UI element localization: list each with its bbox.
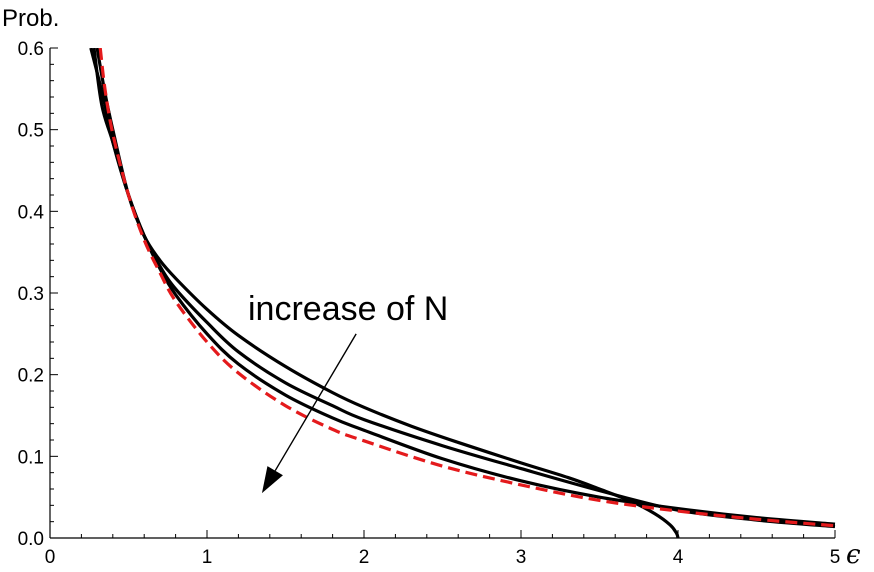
annotation-label: increase of N xyxy=(248,290,448,328)
x-tick-label: 5 xyxy=(830,547,841,568)
y-tick-label: 0.0 xyxy=(18,529,44,550)
y-tick-label: 0.1 xyxy=(18,447,44,468)
series-line-2 xyxy=(92,48,836,529)
y-tick-label: 0.4 xyxy=(18,202,45,223)
y-tick-label: 0.6 xyxy=(18,39,44,60)
y-tick-label: 0.3 xyxy=(18,284,44,305)
x-axis-label: ϵ xyxy=(846,540,861,570)
x-tick-label: 0 xyxy=(45,547,56,568)
x-tick-label: 1 xyxy=(202,547,213,568)
series-line-3 xyxy=(89,48,836,526)
annotation-arrow-shaft xyxy=(274,333,357,472)
axes: 0 1 2 3 4 5 0.0 0.1 0.2 0.3 0.4 0.5 0.6 xyxy=(18,39,841,568)
x-tick-label: 2 xyxy=(359,547,370,568)
series-line-dashed-red xyxy=(98,48,836,528)
x-tick-label: 3 xyxy=(516,547,527,568)
y-tick-label: 0.2 xyxy=(18,366,44,387)
x-tick-label: 4 xyxy=(673,547,684,568)
annotation-arrow-head xyxy=(261,466,283,494)
annotation-layer: increase of N xyxy=(248,290,448,494)
series-layer xyxy=(89,48,836,538)
y-axis-label: Prob. xyxy=(2,5,59,32)
y-tick-label: 0.5 xyxy=(18,121,44,142)
